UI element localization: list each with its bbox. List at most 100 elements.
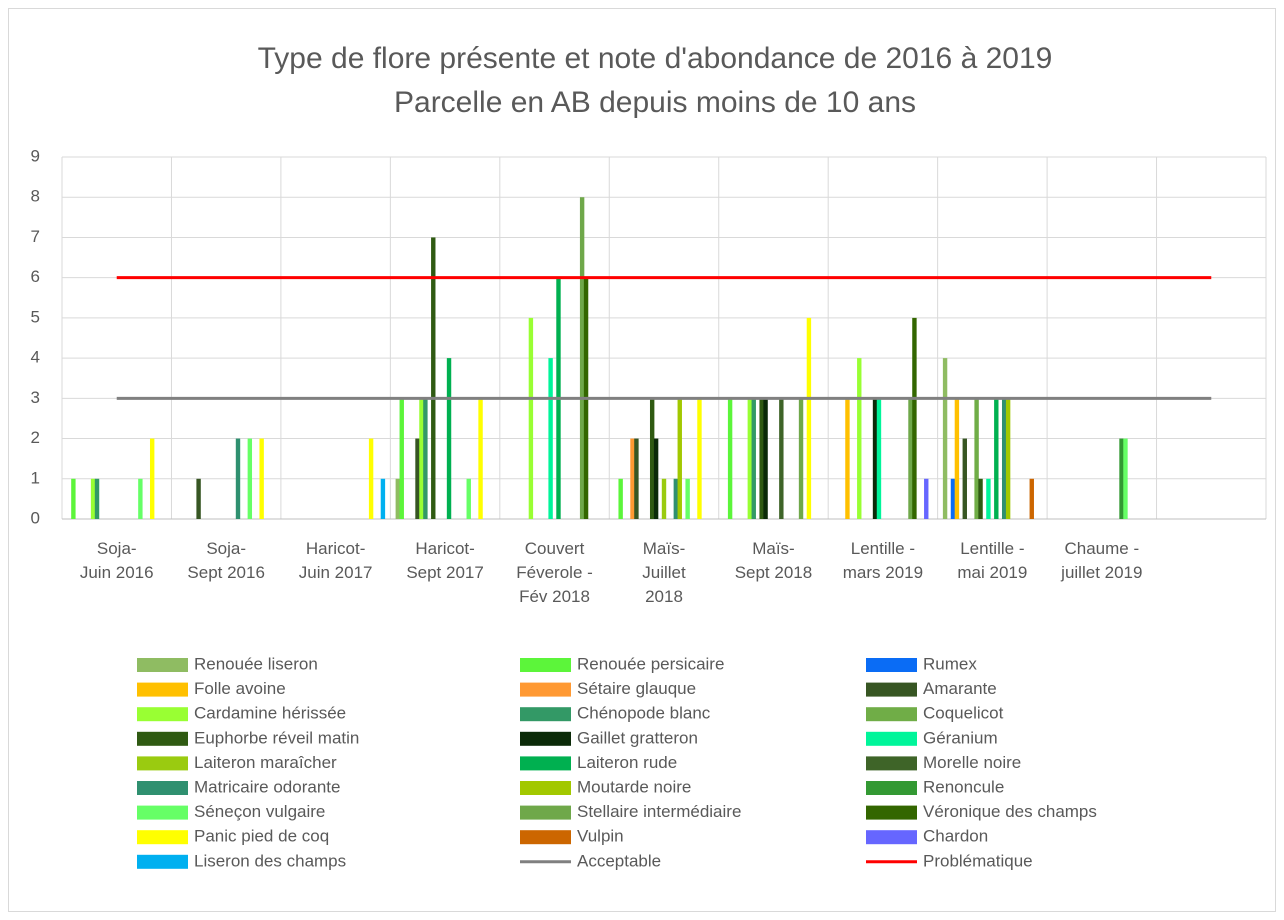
legend-swatch — [520, 830, 571, 845]
bar — [466, 478, 471, 519]
bar — [697, 398, 702, 519]
bar — [653, 438, 659, 519]
bar — [71, 478, 76, 519]
legend-label: Liseron des champs — [194, 851, 346, 870]
bar — [942, 358, 948, 519]
bar — [548, 358, 553, 519]
legend-swatch — [520, 781, 571, 795]
x-tick-label: Lentille - mai 2019 — [957, 539, 1028, 582]
legend-swatch — [866, 830, 917, 845]
legend-label: Vulpin — [577, 827, 624, 846]
bar — [634, 438, 639, 519]
bar — [415, 438, 420, 519]
bar — [763, 398, 768, 519]
legend-label: Séneçon vulgaire — [194, 802, 325, 821]
bar — [1119, 438, 1124, 519]
bar — [924, 478, 929, 519]
legend-label: Chénopode blanc — [577, 704, 711, 723]
legend-swatch — [866, 805, 917, 820]
legend-label: Sétaire glauque — [577, 679, 696, 698]
legend-label: Coquelicot — [923, 704, 1004, 723]
legend-label: Véronique des champs — [923, 802, 1097, 821]
legend-swatch — [520, 756, 571, 771]
legend-label: Laiteron maraîcher — [194, 753, 337, 772]
bar — [431, 237, 436, 519]
legend-label: Euphorbe réveil matin — [194, 728, 359, 747]
legend-label: Morelle noire — [923, 753, 1021, 772]
bar — [857, 358, 862, 519]
bar — [90, 478, 96, 519]
bar — [149, 438, 155, 519]
bar — [419, 398, 424, 519]
legend-label: Folle avoine — [194, 679, 286, 698]
legend-label: Géranium — [923, 728, 998, 747]
y-tick-label: 7 — [31, 227, 40, 246]
chart-title: Type de flore présente et note d'abondan… — [258, 42, 1053, 75]
chart-subtitle: Parcelle en AB depuis moins de 10 ans — [394, 86, 916, 119]
x-tick-label: Soja- Sept 2016 — [187, 539, 265, 582]
x-tick-label: Couvert Féverole - Fév 2018 — [516, 539, 593, 606]
legend-label: Rumex — [923, 654, 977, 673]
bar — [399, 398, 404, 519]
x-tick-label: Haricot- Juin 2017 — [298, 539, 373, 582]
y-tick-label: 1 — [31, 468, 40, 487]
legend-swatch — [520, 707, 571, 722]
bar — [751, 398, 756, 519]
bar — [395, 478, 401, 519]
bar — [845, 398, 850, 519]
bar — [368, 438, 374, 519]
bar — [618, 478, 623, 519]
bar — [954, 398, 960, 519]
bar — [259, 438, 264, 519]
legend-label: Problématique — [923, 851, 1033, 870]
bar — [950, 478, 956, 519]
legend-swatch — [137, 731, 188, 746]
legend-swatch — [137, 854, 188, 869]
bar — [661, 478, 667, 519]
bar — [1029, 478, 1034, 519]
bar — [974, 398, 979, 519]
legend-swatch — [137, 781, 188, 795]
bar — [872, 398, 878, 519]
bar — [798, 398, 804, 519]
x-tick-label: Haricot- Sept 2017 — [406, 539, 484, 582]
bar — [978, 478, 983, 519]
bar — [759, 398, 764, 519]
legend-label: Panic pied de coq — [194, 827, 329, 846]
bar — [685, 478, 690, 519]
x-tick-label: Chaume - juillet 2019 — [1061, 539, 1143, 582]
y-tick-label: 4 — [31, 348, 40, 367]
legend-swatch — [866, 731, 917, 746]
bar — [673, 478, 679, 519]
legend-swatch — [520, 731, 571, 746]
legend-swatch — [137, 805, 188, 820]
bar — [630, 438, 635, 519]
legend-swatch — [137, 682, 188, 697]
bar — [747, 398, 753, 519]
bar — [677, 398, 682, 519]
y-tick-label: 9 — [31, 146, 40, 165]
legend-label: Amarante — [923, 679, 997, 698]
bar — [1001, 398, 1007, 519]
bar — [912, 317, 917, 519]
legend-swatch — [866, 658, 917, 672]
x-tick-label: Lentille - mars 2019 — [842, 539, 924, 582]
legend-swatch — [137, 658, 188, 672]
bar — [962, 438, 967, 519]
x-tick-label: Soja- Juin 2016 — [79, 539, 154, 582]
bar — [247, 438, 253, 519]
x-tick-label: Maïs- Sept 2018 — [734, 539, 813, 582]
x-tick-label: Maïs- Juillet 2018 — [642, 539, 686, 606]
legend-label: Cardamine hérissée — [194, 704, 346, 723]
legend-swatch — [520, 682, 571, 697]
legend-label: Chardon — [923, 827, 988, 846]
y-tick-label: 6 — [31, 267, 40, 286]
bar — [446, 358, 452, 519]
bar — [1123, 438, 1128, 519]
legend-label: Moutarde noire — [577, 777, 691, 796]
y-tick-label: 5 — [31, 307, 40, 326]
legend-label: Acceptable — [577, 851, 661, 870]
y-tick-label: 0 — [31, 508, 40, 527]
y-tick-label: 8 — [31, 187, 40, 206]
